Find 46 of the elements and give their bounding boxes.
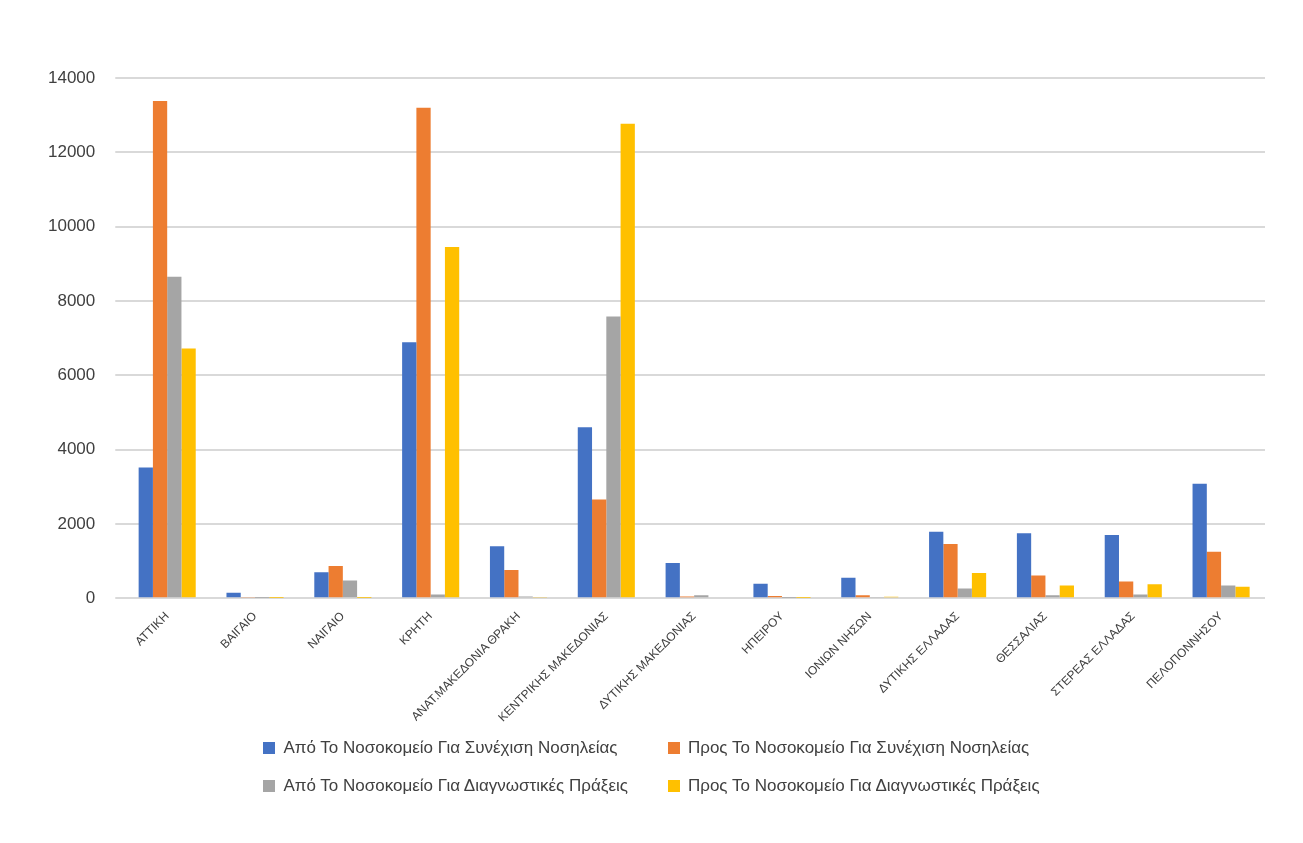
bar — [342, 580, 358, 598]
y-tick-label: 4000 — [57, 439, 96, 459]
y-tick-label: 0 — [85, 587, 96, 607]
bar — [402, 342, 417, 598]
y-tick-label: 10000 — [47, 216, 96, 236]
bar — [1059, 585, 1074, 598]
bar — [504, 570, 519, 598]
bar — [152, 101, 168, 598]
y-tick-label: 6000 — [57, 364, 96, 384]
bar — [1206, 551, 1222, 598]
bar — [665, 562, 680, 598]
bar — [1031, 575, 1046, 598]
bar — [226, 592, 241, 598]
y-tick-label: 14000 — [47, 67, 96, 87]
bar — [753, 583, 768, 598]
legend-label: Προς Το Νοσοκομείο Για Διαγνωστικές Πράξεις — [687, 776, 1040, 796]
bar — [1118, 581, 1134, 598]
bar — [138, 467, 153, 598]
y-tick-label: 2000 — [57, 513, 96, 533]
bar — [1235, 586, 1250, 598]
bar — [943, 544, 958, 598]
legend-label: Από Το Νοσοκομείο Για Διαγνωστικές Πράξεις — [283, 776, 628, 796]
y-tick-label: 8000 — [57, 290, 96, 310]
bar — [1221, 585, 1236, 598]
bar — [314, 572, 329, 598]
bar — [444, 247, 460, 598]
bar — [929, 531, 944, 598]
bar — [1147, 584, 1162, 598]
bar — [577, 427, 593, 598]
legend-label: Από Το Νοσοκομείο Για Συνέχιση Νοσηλείας — [283, 738, 618, 758]
bar — [181, 348, 196, 598]
y-tick-label: 12000 — [47, 142, 96, 162]
bar — [328, 565, 343, 598]
bar — [957, 588, 972, 598]
bar — [592, 499, 607, 598]
bar — [971, 572, 987, 598]
bar — [167, 276, 182, 598]
bar — [1016, 533, 1032, 598]
bar — [489, 546, 505, 598]
bar — [1104, 535, 1119, 598]
bar — [841, 577, 856, 598]
bar — [620, 123, 635, 598]
legend-label: Προς Το Νοσοκομείο Για Συνέχιση Νοσηλείας — [687, 738, 1030, 758]
bar — [1192, 483, 1207, 598]
bar — [606, 316, 621, 598]
bar — [416, 107, 431, 598]
